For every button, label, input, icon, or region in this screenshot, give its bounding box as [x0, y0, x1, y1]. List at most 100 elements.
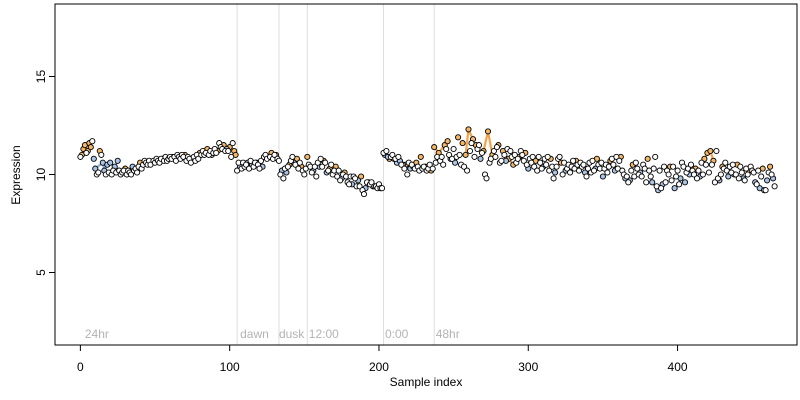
data-point — [337, 177, 344, 184]
data-point — [438, 153, 445, 160]
data-point — [243, 161, 250, 168]
data-point — [531, 163, 538, 170]
data-point — [334, 173, 341, 180]
data-point — [687, 161, 695, 168]
data-point — [535, 153, 542, 160]
phase-label-0: 24hr — [85, 327, 109, 341]
data-point — [580, 161, 587, 168]
data-point — [195, 155, 202, 162]
data-point — [729, 161, 736, 168]
data-point — [301, 171, 308, 178]
data-point — [625, 179, 632, 186]
data-point — [501, 151, 508, 158]
data-point — [443, 145, 450, 153]
data-point — [665, 171, 672, 178]
data-point — [275, 157, 282, 164]
data-point — [464, 167, 471, 174]
data-point — [466, 147, 474, 155]
y-tick-label: 5 — [34, 269, 48, 276]
data-point — [647, 173, 654, 180]
phase-label-2: dusk — [279, 327, 305, 341]
data-point — [711, 179, 718, 186]
data-point — [493, 144, 500, 151]
data-point — [401, 165, 408, 172]
x-tick-label: 200 — [369, 360, 389, 374]
data-point — [623, 173, 630, 180]
data-point — [426, 161, 433, 168]
data-point — [604, 169, 611, 176]
x-tick-label: 400 — [668, 360, 688, 374]
x-axis-title: Sample index — [390, 375, 463, 389]
data-point — [398, 161, 405, 168]
data-point — [89, 138, 96, 145]
data-point — [478, 149, 486, 156]
data-point — [484, 128, 492, 135]
data-point — [753, 181, 760, 188]
data-point — [257, 157, 265, 164]
data-point — [229, 140, 236, 147]
data-point — [701, 155, 708, 162]
data-point — [652, 153, 659, 160]
data-point — [107, 159, 114, 166]
data-point — [661, 163, 668, 170]
data-point — [519, 151, 526, 158]
data-point — [764, 177, 771, 184]
data-point — [570, 157, 577, 164]
x-tick-label: 300 — [518, 360, 538, 374]
data-point — [628, 167, 635, 174]
data-point — [456, 151, 463, 158]
data-point — [681, 179, 689, 186]
data-point — [404, 171, 411, 178]
data-point — [389, 151, 396, 158]
data-point — [408, 161, 415, 168]
data-point — [707, 147, 714, 155]
data-point — [589, 157, 596, 164]
data-point — [319, 163, 326, 170]
y-axis: 5 10 15 — [34, 70, 55, 276]
data-point — [610, 161, 617, 168]
data-point — [256, 165, 263, 172]
data-point — [465, 126, 472, 133]
data-point — [358, 173, 365, 180]
data-point — [537, 159, 544, 166]
data-point — [699, 171, 706, 178]
data-point — [690, 171, 698, 178]
data-point — [738, 169, 745, 176]
data-point — [705, 169, 712, 176]
data-point — [228, 153, 235, 160]
data-point — [490, 147, 497, 155]
data-point — [446, 151, 453, 158]
data-point — [322, 159, 329, 166]
data-point — [461, 163, 468, 170]
data-point — [702, 161, 709, 168]
data-point — [325, 167, 332, 174]
data-point — [507, 147, 514, 155]
data-point — [538, 165, 545, 172]
phase-label-1: dawn — [240, 327, 269, 341]
data-point — [277, 171, 284, 178]
data-point — [477, 155, 484, 162]
x-axis: 0 100 200 300 400 — [77, 345, 688, 374]
data-point — [429, 165, 436, 172]
data-point — [356, 183, 363, 190]
data-point — [311, 163, 318, 170]
data-point — [693, 175, 701, 182]
data-point — [462, 151, 469, 158]
data-point — [83, 149, 90, 156]
data-point — [528, 159, 535, 166]
data-point — [395, 153, 402, 160]
data-point — [459, 140, 466, 147]
data-point — [758, 173, 765, 180]
data-point — [768, 171, 775, 178]
data-point — [708, 161, 715, 168]
data-point — [520, 157, 527, 164]
data-point — [284, 163, 291, 170]
data-point — [543, 161, 550, 168]
data-point — [483, 175, 490, 182]
data-point — [714, 175, 721, 182]
phase-label-3: 12:00 — [309, 327, 339, 341]
data-point — [346, 181, 353, 188]
data-point — [280, 175, 287, 182]
data-point — [304, 153, 311, 160]
